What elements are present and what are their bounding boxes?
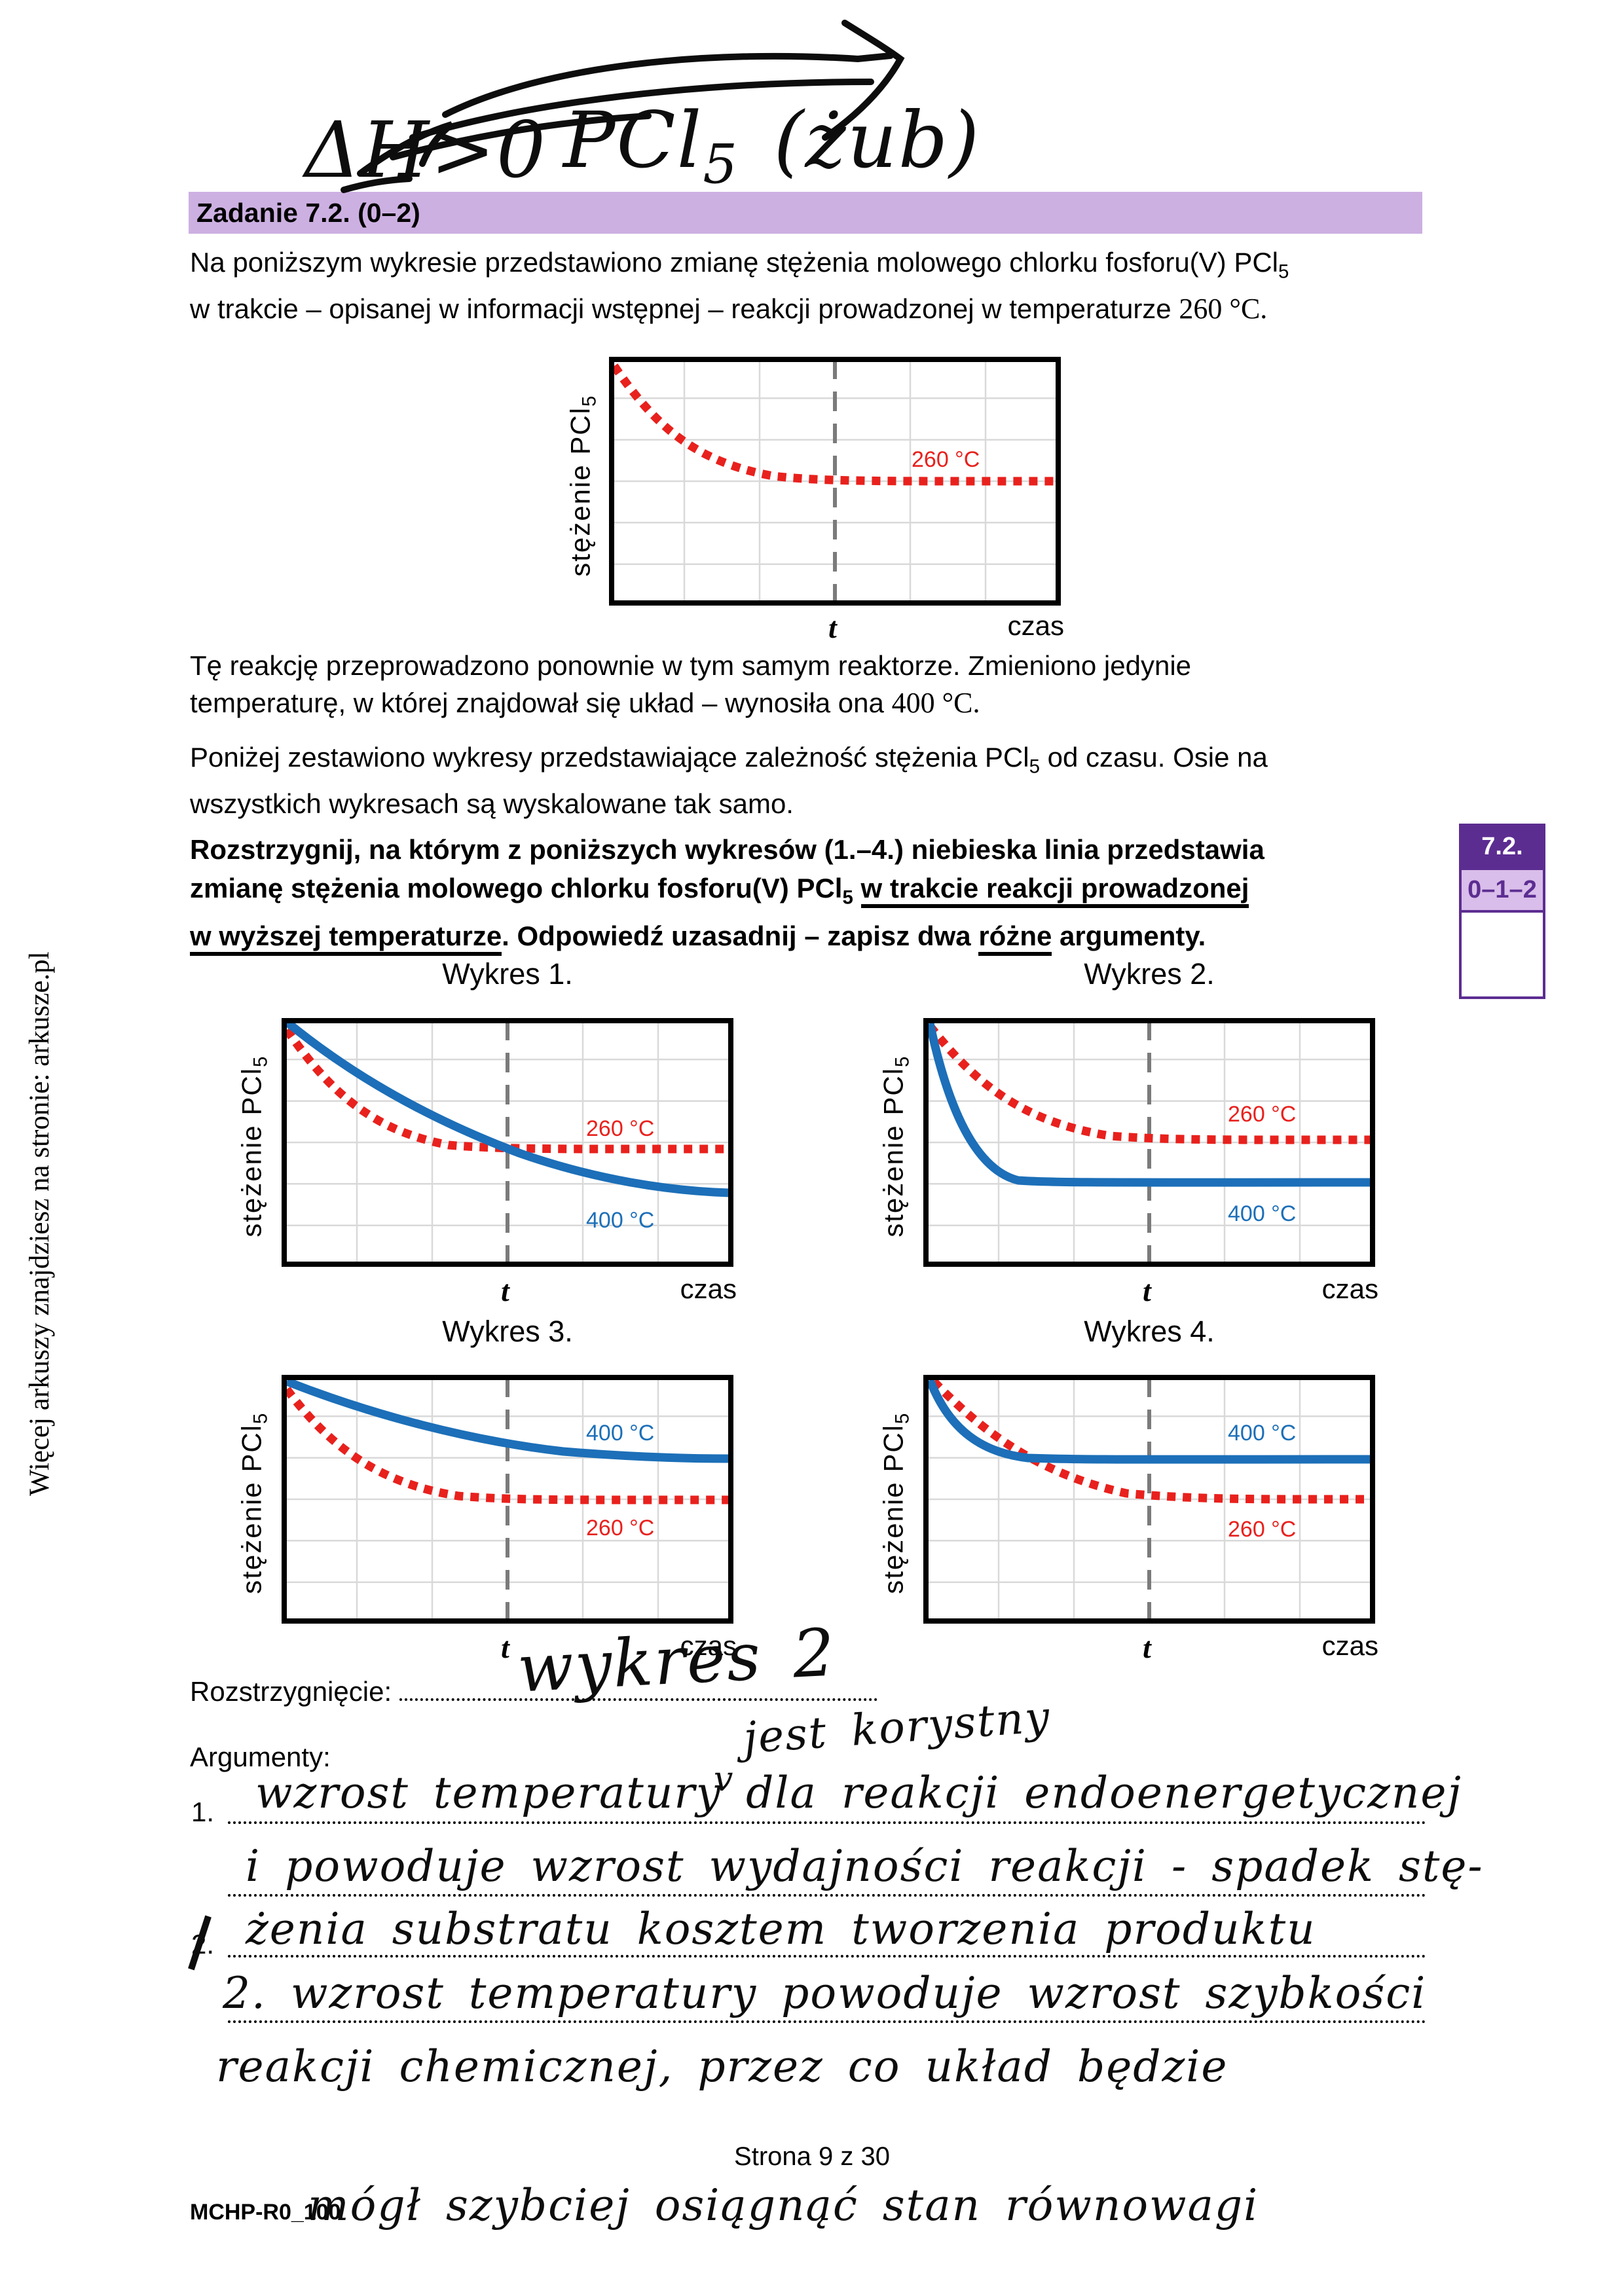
underlined-word-rozne: różne [978,920,1052,957]
series-260C-label: 260 °C [912,447,980,472]
series-260C-label: 260 °C [586,1116,654,1141]
handwriting-arg1-line3: żenia substratu kosztem tworzenia produk… [246,1904,1316,1954]
t-tick-label: t [501,1631,509,1664]
t-tick-label: t [1143,1631,1151,1664]
series-400C-curve [285,1377,730,1463]
t-tick-label: t [501,1274,509,1307]
handwriting-arg1-line2: i powoduje wzrost wydajności reakcji - s… [246,1841,1484,1891]
handwritten-arrow-sketch [341,20,905,193]
answer-dotted-line-4 [228,2020,1426,2023]
task-instruction: Rozstrzygnij, na którym z poniższych wyk… [190,830,1434,957]
series-400C-label: 400 °C [1228,1201,1296,1226]
plot-area-4: 400 °C 260 °C [923,1375,1375,1624]
underlined-phrase-1: w trakcie reakcji prowadzonej [860,873,1249,908]
series-260C-label: 260 °C [1228,1517,1296,1542]
series-260C-curve [283,1027,730,1154]
y-axis-label: stężenie PCl5 [564,394,600,577]
y-axis-label: stężenie PCl5 [236,1412,272,1594]
answer-dotted-line-3 [228,1955,1426,1958]
chart-1-title: Wykres 1. [442,957,573,991]
handwriting-arg2-line1: 2. wzrost temperatury powoduje wzrost sz… [223,1968,1427,2018]
y-axis-label: stężenie PCl5 [236,1055,272,1237]
series-260C-curve [610,363,1058,486]
series-400C-curve [284,1018,730,1197]
series-400C-curve [925,1022,1372,1187]
page-number: Strona 9 z 30 [734,2142,890,2171]
decision-row: Rozstrzygnięcie: [190,1676,877,1707]
x-axis-label: czas [680,1630,737,1661]
y-axis-label: stężenie PCl5 [877,1055,913,1237]
plot-area-main: 260 °C [609,357,1061,606]
decision-dotted-line [399,1679,877,1701]
t-tick-label: t [1143,1274,1151,1307]
series-260C-label: 260 °C [1228,1102,1296,1127]
plot-area-2: 260 °C 400 °C [923,1018,1375,1267]
series-400C-label: 400 °C [586,1208,654,1233]
answer-dotted-line-1 [228,1821,1426,1824]
score-box-task-id: 7.2. [1462,826,1543,867]
x-axis-label: czas [680,1273,737,1304]
handwriting-enthalpy: ΔH>0 [304,105,547,195]
arguments-label: Argumenty: [190,1741,331,1772]
intro-paragraph-1: Na poniższym wykresie przedstawiono zmia… [190,247,1289,325]
series-260C-curve [926,1023,1372,1144]
sidebar-margin-note: Więcej arkuszy znajdziesz na stronie: ar… [24,951,55,1496]
task-title: Zadanie 7.2. (0–2) [196,197,420,228]
score-box-scale: 0–1–2 [1462,867,1543,913]
score-box: 7.2. 0–1–2 [1459,824,1545,999]
sheet-code: MCHP-R0_100 [190,2200,341,2225]
t-tick-label: t [828,611,837,644]
series-260C-curve [283,1387,730,1504]
y-axis-label: stężenie PCl5 [877,1412,913,1594]
temp-400-text: 400 °C. [891,687,980,719]
intro-paragraph-2: Tę reakcję przeprowadzono ponownie w tym… [190,650,1192,719]
handwriting-arg1-line1: wzrost temperatury dla reakcji endoenerg… [255,1768,1462,1818]
x-axis-label: czas [1007,610,1064,641]
handwriting-pcl5: PCl5 (żub) [563,95,981,196]
plot-area-3: 400 °C 260 °C [282,1375,733,1624]
chart-2-title: Wykres 2. [1084,957,1215,991]
argument-1-number: 1. [191,1796,215,1827]
handwriting-arg2-line3: mógł szybciej osiągnąć stan równowagi [308,2180,1259,2231]
decision-label: Rozstrzygnięcie: [190,1676,392,1707]
x-axis-label: czas [1321,1630,1378,1661]
underlined-phrase-2: w wyższej temperaturze [190,920,502,957]
x-axis-label: czas [1321,1273,1378,1304]
score-box-empty-cell [1462,913,1543,996]
task-header: Zadanie 7.2. (0–2) [189,192,1422,234]
answer-dotted-line-2 [228,1894,1426,1897]
series-400C-label: 400 °C [1228,1421,1296,1446]
handwriting-arg2-line2: reakcji chemicznej, przez co układ będzi… [216,2041,1228,2092]
chart-4-title: Wykres 4. [1084,1315,1215,1348]
intro-paragraph-3: Poniżej zestawiono wykresy przedstawiają… [190,742,1268,820]
plot-area-1: 260 °C 400 °C [282,1018,733,1267]
series-260C-label: 260 °C [586,1516,654,1540]
chart-3-title: Wykres 3. [442,1315,573,1348]
series-400C-curve [925,1378,1372,1464]
temp-260-text: 260 °C. [1179,293,1268,325]
series-400C-label: 400 °C [586,1421,654,1446]
handwriting-caret: v [714,1760,735,1799]
series-260C-curve [931,1378,1372,1504]
